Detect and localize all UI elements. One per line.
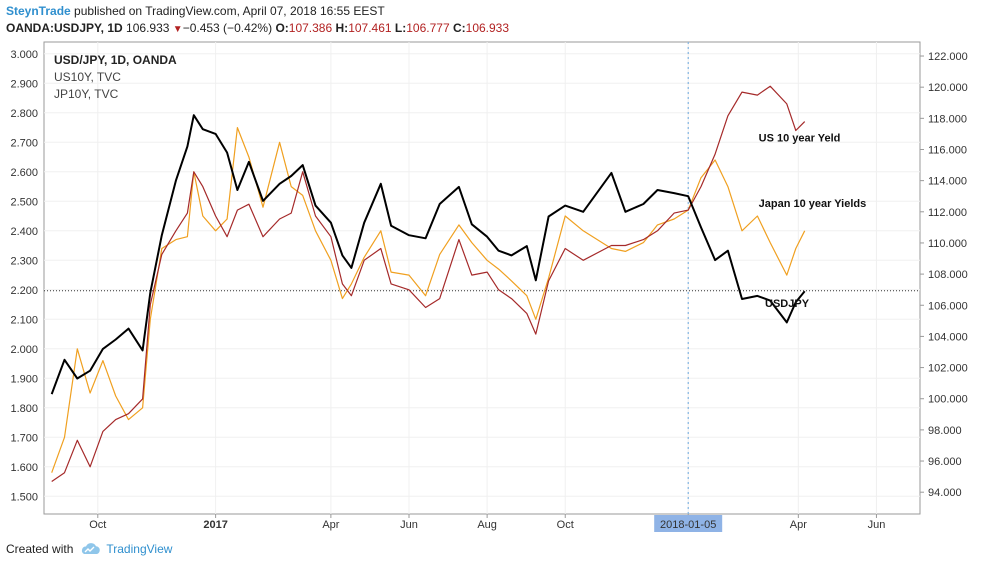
cloud-icon — [82, 543, 101, 554]
left-tick-label: 2.400 — [10, 226, 38, 238]
author-link[interactable]: SteynTrade — [6, 4, 71, 18]
right-tick-label: 106.000 — [928, 300, 968, 312]
annotation-label: US 10 year Yeld — [759, 133, 841, 145]
right-tick-label: 116.000 — [928, 144, 967, 156]
right-tick-label: 104.000 — [928, 331, 968, 343]
price-change: −0.453 (−0.42%) — [182, 21, 273, 35]
crosshair-date-box — [654, 515, 723, 532]
left-tick-label: 2.600 — [10, 167, 38, 179]
annotation-label: USDJPY — [765, 298, 810, 310]
series-layer — [50, 85, 806, 482]
grid — [43, 41, 921, 515]
right-tick-label: 122.000 — [928, 51, 968, 63]
symbol-label: OANDA:USDJPY, 1D — [6, 21, 123, 35]
left-tick-label: 1.500 — [10, 491, 38, 503]
x-tick-label: 2017 — [203, 519, 227, 531]
left-tick-label: 2.800 — [10, 108, 38, 120]
left-tick-label: 1.700 — [10, 432, 38, 444]
left-tick-label: 2.300 — [10, 255, 38, 267]
left-tick-label: 2.900 — [10, 78, 38, 90]
last-price: 106.933 — [126, 21, 170, 35]
right-tick-label: 112.000 — [928, 207, 967, 219]
us10y-line — [51, 85, 806, 482]
x-tick-label: Jun — [400, 519, 418, 531]
open-value: 107.386 — [288, 21, 333, 35]
left-tick-label: 2.100 — [10, 314, 38, 326]
tradingview-brand: TradingView — [106, 542, 173, 556]
low-label: L: — [394, 21, 407, 35]
right-tick-label: 120.000 — [928, 82, 968, 94]
right-tick-label: 108.000 — [928, 269, 968, 281]
tradingview-logo-link[interactable]: TradingView — [79, 541, 172, 557]
left-tick-label: 1.600 — [10, 462, 38, 474]
left-tick-label: 1.800 — [10, 403, 38, 415]
left-tick-label: 2.000 — [10, 344, 38, 356]
publish-line: SteynTrade published on TradingView.com,… — [6, 4, 385, 19]
down-triangle-icon: ▼ — [172, 24, 183, 35]
right-tick-label: 94.000 — [928, 487, 962, 499]
usdjpy-line — [50, 114, 806, 395]
annotation-label: Japan 10 year Yields — [759, 198, 867, 210]
legend-entry: US10Y, TVC — [54, 70, 121, 84]
right-tick-label: 98.000 — [928, 425, 962, 437]
right-tick-label: 100.000 — [928, 394, 968, 406]
right-tick-label: 114.000 — [928, 176, 967, 188]
x-tick-label: Oct — [557, 519, 574, 531]
legend-entry: USD/JPY, 1D, OANDA — [54, 53, 177, 67]
high-label: H: — [335, 21, 349, 35]
x-tick-label: Apr — [322, 519, 339, 531]
high-value: 107.461 — [348, 21, 392, 35]
crosshair-date-label: 2018-01-05 — [660, 519, 716, 531]
x-tick-label: Aug — [477, 519, 497, 531]
x-tick-label: Oct — [89, 519, 106, 531]
close-value: 106.933 — [465, 21, 510, 35]
open-label: O: — [275, 21, 289, 35]
footer: Created with TradingView — [6, 541, 172, 557]
x-tick-label: Apr — [790, 519, 807, 531]
left-tick-label: 3.000 — [10, 49, 38, 61]
right-tick-label: 118.000 — [928, 113, 967, 125]
left-tick-label: 1.900 — [10, 373, 38, 385]
published-text: published on TradingView.com, April 07, … — [74, 4, 385, 18]
jp10y-line — [51, 127, 806, 473]
created-with-text: Created with — [6, 542, 74, 556]
axes: 1.500 1.600 1.700 1.800 1.900 2.000 2.100 2.200… — [10, 49, 968, 532]
left-tick-label: 2.700 — [10, 137, 38, 149]
labels: USD/JPY, 1D, OANDA US10Y, TVC JP10Y, TVC US… — [54, 53, 866, 310]
ohlc-line: OANDA:USDJPY, 1D 106.933 ▼−0.453 (−0.42%… — [6, 21, 509, 37]
right-tick-label: 102.000 — [928, 363, 968, 375]
legend-entry: JP10Y, TVC — [54, 87, 119, 101]
right-tick-label: 96.000 — [928, 456, 962, 468]
left-tick-label: 2.500 — [10, 196, 38, 208]
low-value: 106.777 — [406, 21, 450, 35]
left-tick-label: 2.200 — [10, 285, 38, 297]
plot-border — [43, 41, 921, 515]
right-tick-label: 110.000 — [928, 238, 967, 250]
x-tick-label: Jun — [868, 519, 886, 531]
close-label: C: — [452, 21, 466, 35]
